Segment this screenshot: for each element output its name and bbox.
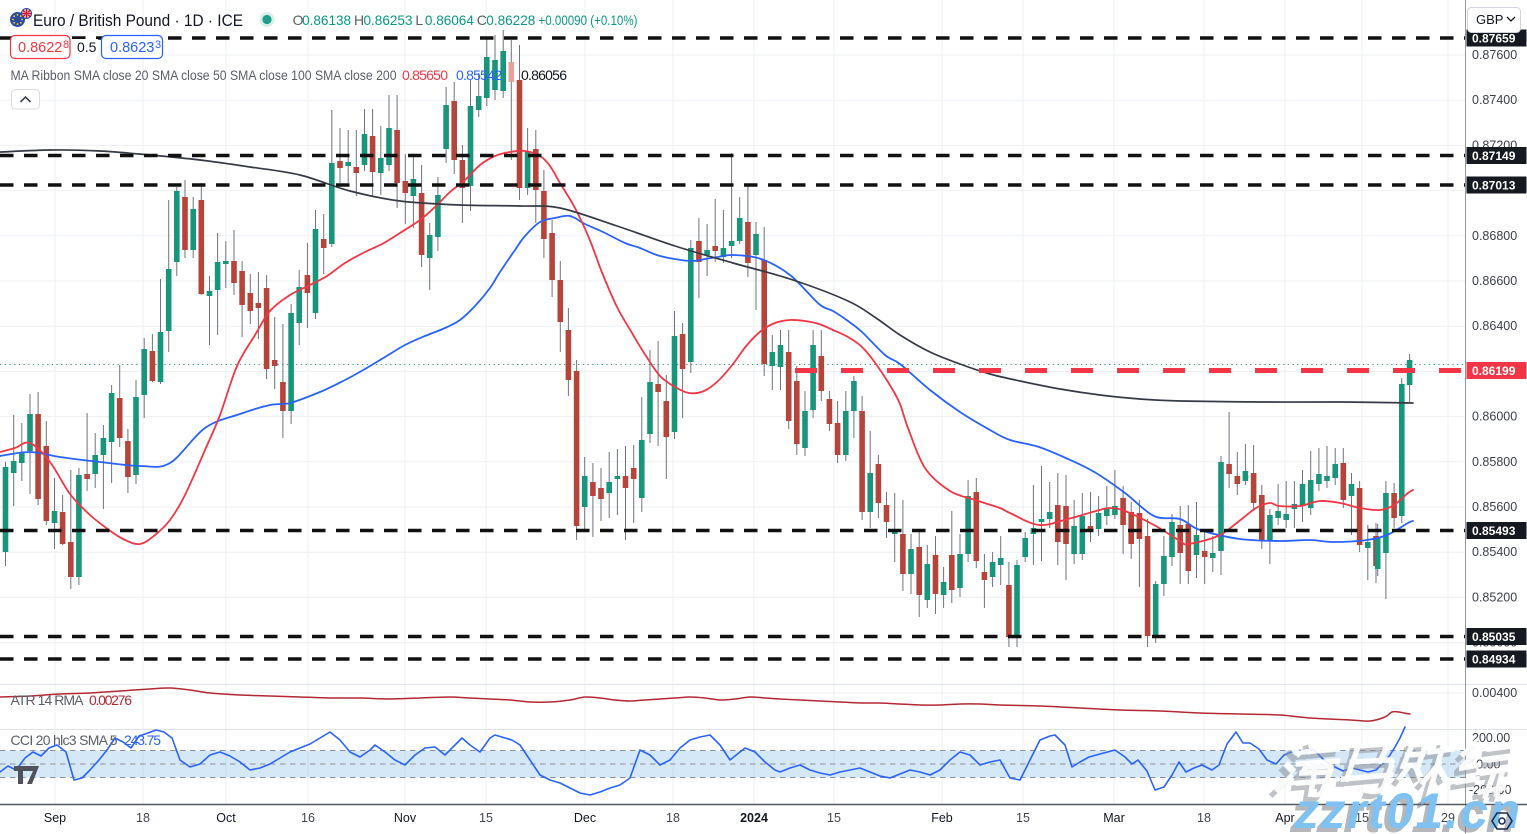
svg-text:15: 15: [479, 811, 493, 825]
svg-text:29: 29: [1441, 811, 1455, 825]
svg-text:0.85200: 0.85200: [1472, 590, 1517, 604]
svg-text:0.87149: 0.87149: [1472, 149, 1516, 163]
svg-text:0.86600: 0.86600: [1472, 274, 1517, 288]
svg-text:8: 8: [63, 39, 69, 51]
svg-text:0.86056: 0.86056: [521, 67, 567, 83]
svg-text:0.85493: 0.85493: [1472, 524, 1516, 538]
svg-text:0.86064: 0.86064: [425, 12, 474, 28]
svg-text:0.5: 0.5: [77, 39, 97, 55]
svg-text:0.84934: 0.84934: [1472, 653, 1516, 667]
svg-text:0.8623: 0.8623: [110, 40, 154, 56]
svg-text:0.86800: 0.86800: [1472, 229, 1517, 243]
svg-text:0.00400: 0.00400: [1472, 686, 1517, 700]
svg-text:0.86138: 0.86138: [302, 12, 351, 28]
svg-text:0.87659: 0.87659: [1472, 32, 1516, 46]
svg-text:+0.00090 (+0.10%): +0.00090 (+0.10%): [539, 12, 638, 28]
svg-text:15: 15: [1355, 811, 1369, 825]
svg-text:zzrt01.cn: zzrt01.cn: [1293, 783, 1520, 834]
svg-text:GBP: GBP: [1476, 12, 1503, 27]
svg-text:0.85600: 0.85600: [1472, 500, 1517, 514]
svg-text:CCI 20 hlc3 SMA 5: CCI 20 hlc3 SMA 5: [11, 732, 118, 748]
svg-text:0.85035: 0.85035: [1472, 630, 1516, 644]
svg-text:zzrt01.cn: zzrt01.cn: [1289, 787, 1516, 834]
svg-text:18: 18: [136, 811, 150, 825]
svg-text:0.86253: 0.86253: [364, 12, 413, 28]
svg-text:Dec: Dec: [574, 811, 596, 825]
svg-text:18: 18: [1197, 811, 1211, 825]
svg-text:0.86400: 0.86400: [1472, 319, 1517, 333]
svg-text:0.86000: 0.86000: [1472, 410, 1517, 424]
svg-text:ATR 14 RMA: ATR 14 RMA: [11, 692, 85, 708]
svg-text:15: 15: [1016, 811, 1030, 825]
svg-text:Oct: Oct: [216, 811, 236, 825]
svg-text:2024: 2024: [740, 811, 768, 825]
svg-text:0.00276: 0.00276: [89, 692, 132, 708]
svg-text:C: C: [477, 12, 487, 28]
svg-text:MA Ribbon SMA close 20 SMA clo: MA Ribbon SMA close 20 SMA close 50 SMA …: [11, 67, 397, 83]
svg-text:O: O: [293, 12, 304, 28]
svg-text:Mar: Mar: [1103, 811, 1125, 825]
svg-text:0.8622: 0.8622: [18, 40, 62, 56]
svg-text:H: H: [354, 12, 364, 28]
svg-text:L: L: [415, 12, 423, 28]
svg-text:0.86199: 0.86199: [1472, 364, 1516, 378]
svg-text:18: 18: [666, 811, 680, 825]
svg-text:0.85650: 0.85650: [402, 67, 448, 83]
svg-text:0.87600: 0.87600: [1472, 48, 1517, 62]
svg-text:0.86228: 0.86228: [486, 12, 535, 28]
svg-text:243.75: 243.75: [124, 732, 161, 748]
svg-text:200.00: 200.00: [1472, 731, 1510, 745]
svg-text:0.85400: 0.85400: [1472, 545, 1517, 559]
svg-text:0.87400: 0.87400: [1472, 93, 1517, 107]
svg-text:Euro / British Pound · 1D · IC: Euro / British Pound · 1D · ICE: [33, 12, 243, 30]
svg-text:Nov: Nov: [394, 811, 417, 825]
svg-text:0.87013: 0.87013: [1472, 179, 1516, 193]
svg-text:15: 15: [827, 811, 841, 825]
svg-text:0.85542: 0.85542: [456, 67, 502, 83]
svg-text:0.85800: 0.85800: [1472, 455, 1517, 469]
svg-text:Feb: Feb: [931, 811, 953, 825]
svg-text:Sep: Sep: [44, 811, 66, 825]
svg-text:Apr: Apr: [1275, 811, 1294, 825]
svg-text:3: 3: [155, 39, 161, 51]
svg-text:16: 16: [301, 811, 315, 825]
